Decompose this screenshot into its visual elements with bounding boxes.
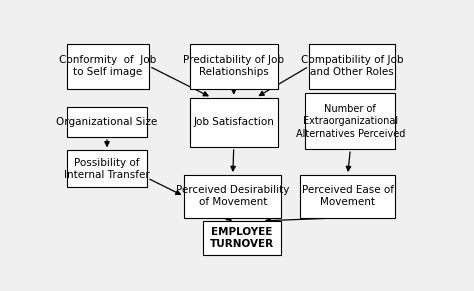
Text: Perceived Ease of
Movement: Perceived Ease of Movement — [301, 185, 393, 207]
Text: Compatibility of Job
and Other Roles: Compatibility of Job and Other Roles — [301, 55, 403, 77]
FancyBboxPatch shape — [309, 44, 395, 89]
Text: Conformity  of  Job
to Self image: Conformity of Job to Self image — [59, 55, 156, 77]
Text: Possibility of
Internal Transfer: Possibility of Internal Transfer — [64, 158, 150, 180]
Text: Predictability of Job
Relationships: Predictability of Job Relationships — [183, 55, 284, 77]
FancyBboxPatch shape — [66, 107, 147, 137]
FancyBboxPatch shape — [305, 93, 395, 149]
FancyBboxPatch shape — [184, 175, 282, 218]
Text: EMPLOYEE
TURNOVER: EMPLOYEE TURNOVER — [210, 226, 274, 249]
FancyBboxPatch shape — [66, 150, 147, 187]
Text: Perceived Desirability
of Movement: Perceived Desirability of Movement — [176, 185, 290, 207]
FancyBboxPatch shape — [190, 98, 278, 147]
Text: Job Satisfaction: Job Satisfaction — [193, 117, 274, 127]
FancyBboxPatch shape — [190, 44, 278, 89]
Text: Number of
Extraorganizational
Alternatives Perceived: Number of Extraorganizational Alternativ… — [296, 104, 405, 139]
FancyBboxPatch shape — [66, 44, 149, 89]
FancyBboxPatch shape — [202, 221, 282, 255]
Text: Organizational Size: Organizational Size — [56, 117, 158, 127]
FancyBboxPatch shape — [300, 175, 395, 218]
